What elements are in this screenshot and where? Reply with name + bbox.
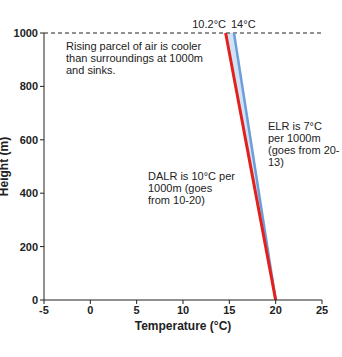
- html-text:14°C: 14°C: [231, 18, 256, 30]
- svg-text:-5: -5: [39, 304, 49, 316]
- svg-text:800: 800: [20, 80, 38, 92]
- svg-text:1000: 1000: [14, 27, 38, 39]
- html-text:10.2°C: 10.2°C: [192, 18, 226, 30]
- svg-text:Temperature (°C): Temperature (°C): [135, 319, 232, 333]
- svg-text:400: 400: [20, 187, 38, 199]
- svg-text:25: 25: [316, 304, 328, 316]
- svg-text:0: 0: [87, 304, 93, 316]
- svg-text:15: 15: [223, 304, 235, 316]
- html-text:Rising parcel of air is cooler: Rising parcel of air is cooler than surr…: [66, 40, 203, 76]
- svg-text:5: 5: [134, 304, 140, 316]
- html-text:ELR is 7°C per 1000m (goes fro: ELR is 7°C per 1000m (goes from 20-13): [268, 120, 340, 168]
- svg-text:20: 20: [270, 304, 282, 316]
- svg-text:600: 600: [20, 134, 38, 146]
- svg-text:10: 10: [177, 304, 189, 316]
- svg-text:200: 200: [20, 241, 38, 253]
- html-text:DALR is 10°C per 1000m (goes f: DALR is 10°C per 1000m (goes from 10-20): [148, 170, 235, 206]
- svg-text:0: 0: [32, 294, 38, 306]
- svg-text:Height (m): Height (m): [8, 137, 11, 196]
